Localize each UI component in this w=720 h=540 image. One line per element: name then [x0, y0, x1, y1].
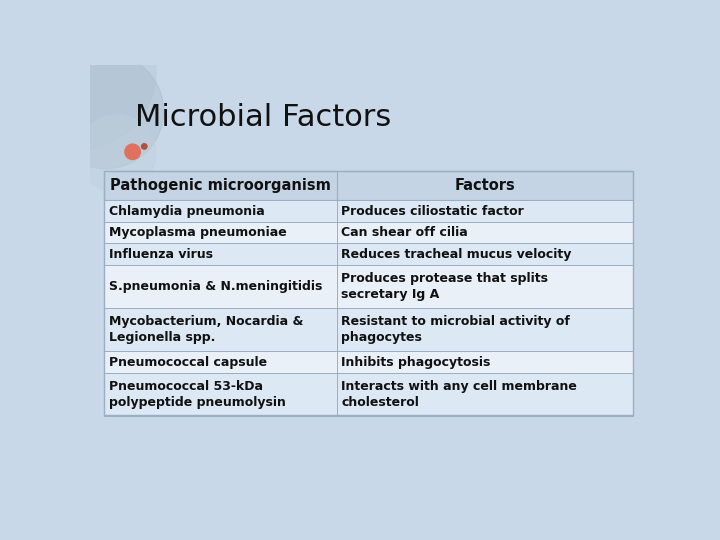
Text: Pneumococcal 53-kDa
polypeptide pneumolysin: Pneumococcal 53-kDa polypeptide pneumoly… [109, 380, 285, 409]
Text: Pneumococcal capsule: Pneumococcal capsule [109, 355, 266, 368]
Text: S.pneumonia & N.meningitidis: S.pneumonia & N.meningitidis [109, 280, 322, 293]
Text: Pathogenic microorganism: Pathogenic microorganism [109, 178, 330, 193]
Text: Mycoplasma pneumoniae: Mycoplasma pneumoniae [109, 226, 287, 239]
FancyBboxPatch shape [104, 171, 632, 200]
FancyBboxPatch shape [104, 308, 632, 351]
FancyBboxPatch shape [104, 222, 632, 244]
Text: Mycobacterium, Nocardia &
Legionella spp.: Mycobacterium, Nocardia & Legionella spp… [109, 315, 303, 344]
Text: Can shear off cilia: Can shear off cilia [341, 226, 468, 239]
Text: Produces protease that splits
secretary Ig A: Produces protease that splits secretary … [341, 272, 548, 301]
FancyBboxPatch shape [104, 265, 632, 308]
Circle shape [142, 144, 147, 149]
FancyBboxPatch shape [104, 351, 632, 373]
Text: Influenza virus: Influenza virus [109, 248, 212, 261]
Text: Chlamydia pneumonia: Chlamydia pneumonia [109, 205, 264, 218]
Text: Inhibits phagocytosis: Inhibits phagocytosis [341, 355, 490, 368]
Text: Resistant to microbial activity of
phagocytes: Resistant to microbial activity of phago… [341, 315, 570, 344]
Text: Interacts with any cell membrane
cholesterol: Interacts with any cell membrane cholest… [341, 380, 577, 409]
Circle shape [1, 0, 156, 150]
FancyBboxPatch shape [104, 200, 632, 222]
FancyBboxPatch shape [104, 373, 632, 416]
Text: Microbial Factors: Microbial Factors [135, 103, 391, 132]
Text: Factors: Factors [454, 178, 515, 193]
FancyBboxPatch shape [104, 244, 632, 265]
Text: Produces ciliostatic factor: Produces ciliostatic factor [341, 205, 524, 218]
Circle shape [125, 144, 140, 159]
Circle shape [48, 53, 163, 168]
Circle shape [78, 115, 156, 192]
Text: Reduces tracheal mucus velocity: Reduces tracheal mucus velocity [341, 248, 572, 261]
